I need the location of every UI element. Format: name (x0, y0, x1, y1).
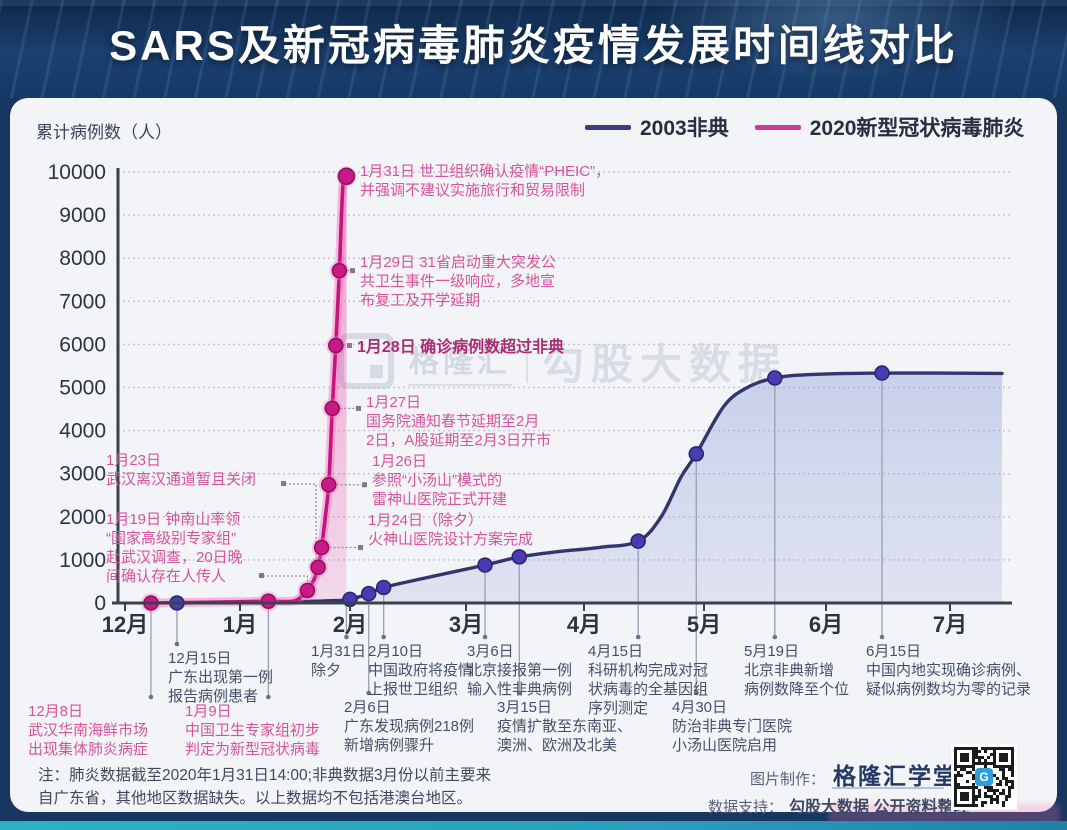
legend-label-2020: 2020新型冠状病毒肺炎 (809, 117, 1025, 140)
annotation-xiaotangshan-hospital: 4月30日 防治非典专门医院 小汤山医院启用 (672, 699, 793, 755)
page-title: SARS及新冠病毒肺炎疫情发展时间线对比 (109, 22, 958, 69)
annotation-exceed-sars: 1月28日 确诊病例数超过非典 (357, 339, 565, 356)
svg-text:G: G (979, 770, 988, 784)
y-tick-label: 10000 (48, 161, 106, 184)
y-axis-title: 累计病例数（人） (36, 123, 172, 142)
annotation-sars-who-report: 2月10日 中国政府将疫情 上报世卫组织 (368, 643, 474, 699)
bottom-teal-bar (0, 821, 1067, 830)
watermark-brand: 格隆汇 (409, 345, 511, 379)
credit-image-production: 图片制作： 格隆汇学堂 (750, 757, 958, 791)
watermark-divider (526, 339, 528, 383)
legend-label-2003: 2003非典 (640, 117, 729, 140)
annotation-leishenshan-hospital: 1月26日 参照“小汤山”模式的 雷神山医院正式开建 (372, 453, 508, 509)
watermark: 格隆汇 勾股大数据 (338, 330, 787, 392)
y-tick-label: 2000 (59, 506, 106, 529)
y-tick-label: 8000 (59, 247, 106, 270)
x-tick-label: 2月 (333, 612, 367, 637)
y-tick-label: 9000 (59, 204, 106, 227)
x-tick-label: 6月 (809, 612, 843, 637)
bridge-photo-background (0, 0, 1067, 98)
y-tick-label: 5000 (59, 377, 106, 400)
y-tick-label: 4000 (59, 420, 106, 443)
header-banner: SARS及新冠病毒肺炎疫情发展时间线对比 (0, 0, 1067, 98)
legend-swatch-2020 (754, 124, 801, 130)
qr-code: G (951, 744, 1017, 810)
annotation-wuhan-lockdown: 1月23日 武汉离汉通道暂且关闭 (106, 452, 257, 489)
credit-data-value: 勾股大数据 公开资料整理 (789, 799, 970, 816)
legend-item-2020: 2020新型冠状病毒肺炎 (754, 112, 1025, 142)
annotation-sars-beijing-first-case: 3月6日 北京接报第一例 输入性非典病例 (467, 643, 573, 699)
y-tick-label: 3000 (59, 463, 106, 486)
legend-swatch-2003 (585, 124, 631, 130)
credit-data-label: 数据支持： (708, 799, 784, 816)
watermark-rule (408, 383, 512, 386)
footnote: 注：肺炎数据截至2020年1月31日14:00;非典数据3月份以前主要来 自广东… (38, 767, 492, 808)
credit-image-value: 格隆汇学堂 (833, 763, 959, 789)
annotation-sars-new-year-eve: 1月31日 除夕 (311, 643, 367, 680)
annotation-covid-novel-virus-identified: 1月9日 中国卫生专家组初步 判定为新型冠状病毒 (185, 703, 321, 759)
annotation-pheic: 1月31日 世卫组织确认疫情“PHEIC”， 并强调不建议实施旅行和贸易限制 (360, 163, 611, 200)
credit-data-support: 数据支持： 勾股大数据 公开资料整理 (708, 793, 969, 817)
annotation-huoshenshan-hospital: 1月24日（除夕） 火神山医院设计方案完成 (368, 512, 534, 549)
annotation-covid-seafood-market: 12月8日 武汉华南海鲜市场 出现集体肺炎病症 (28, 703, 149, 759)
x-tick-label: 4月 (567, 612, 601, 637)
x-tick-label: 1月 (223, 612, 257, 637)
x-tick-label: 3月 (449, 612, 483, 637)
annotation-level1-response: 1月29日 31省启动重大突发公 共卫生事件一级响应，多地宣 布复工及开学延期 (360, 254, 556, 310)
y-tick-label: 6000 (59, 333, 106, 356)
credit-image-label: 图片制作： (750, 771, 826, 788)
legend-item-2003: 2003非典 (585, 112, 729, 142)
watermark-brand-col: 格隆汇 (408, 337, 512, 386)
y-tick-label: 7000 (59, 290, 106, 313)
y-tick-label: 1000 (59, 549, 106, 572)
annotation-holiday-extension: 1月27日 国务院通知春节延期至2月 2日，A股延期至2月3日开市 (366, 394, 552, 450)
legend: 2003非典 2020新型冠状病毒肺炎 (585, 112, 1024, 142)
credit-underline (832, 787, 944, 789)
annotation-sars-global-spread: 3月15日 疫情扩散至东南亚、 澳洲、欧洲及北美 (497, 699, 633, 755)
x-tick-label: 7月 (933, 612, 967, 637)
annotation-sars-single-digit-cases: 5月19日 北京非典新增 病例数降至个位 (744, 643, 850, 699)
annotation-sars-218-cases: 2月6日 广东发现病例218例 新增病例骤升 (344, 699, 475, 755)
annotation-sars-genome-sequencing: 4月15日 科研机构完成对冠 状病毒的全基因组 序列测定 (588, 643, 709, 718)
y-tick-label: 0 (94, 592, 106, 615)
annotation-sars-zero-record: 6月15日 中国内地实现确诊病例、 疑似病例数均为零的记录 (866, 643, 1032, 699)
watermark-product: 勾股大数据 (542, 340, 788, 388)
x-tick-label: 5月 (687, 612, 721, 637)
annotation-zhongnanshan: 1月19日 钟南山率领 “国家高级别专家组” 赴武汉调查，20日晚 间确认存在人… (106, 511, 243, 586)
x-tick-label: 12月 (102, 612, 148, 637)
annotation-sars-first-guangdong-case: 12月15日 广东出现第一例 报告病例患者 (168, 650, 274, 706)
